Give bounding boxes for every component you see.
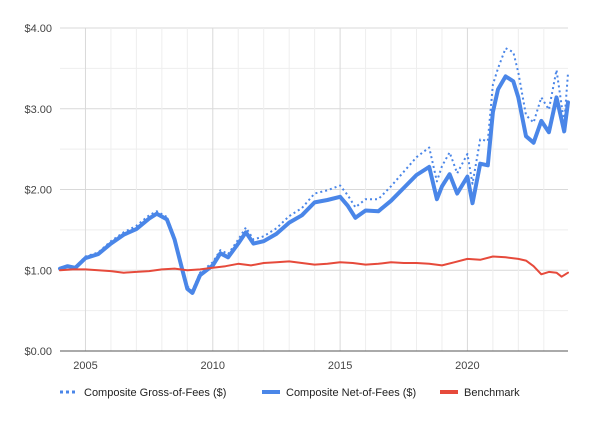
x-tick-label: 2015	[328, 360, 352, 372]
x-tick-label: 2020	[455, 360, 479, 372]
series-line-1	[59, 47, 569, 292]
y-tick-label: $2.00	[24, 185, 52, 197]
legend-label-1: Composite Gross-of-Fees ($)	[84, 387, 226, 399]
gridlines	[60, 27, 568, 352]
series-line-3	[59, 255, 569, 278]
plot-area	[58, 47, 570, 295]
legend-label-2: Composite Net-of-Fees ($)	[286, 387, 416, 399]
axes: $0.00 $1.00 $2.00 $3.00 $4.00 2005 2010 2015 202…	[24, 23, 568, 372]
y-tick-label: $1.00	[24, 265, 52, 277]
legend: Composite Gross-of-Fees ($) Composite Net…	[60, 387, 520, 399]
y-tick-label: $3.00	[24, 104, 52, 116]
x-tick-label: 2010	[201, 360, 225, 372]
series-line-2	[58, 74, 570, 295]
y-tick-label: $0.00	[24, 346, 52, 358]
y-tick-label: $4.00	[24, 23, 52, 35]
legend-label-3: Benchmark	[464, 387, 520, 399]
x-tick-label: 2005	[73, 360, 97, 372]
